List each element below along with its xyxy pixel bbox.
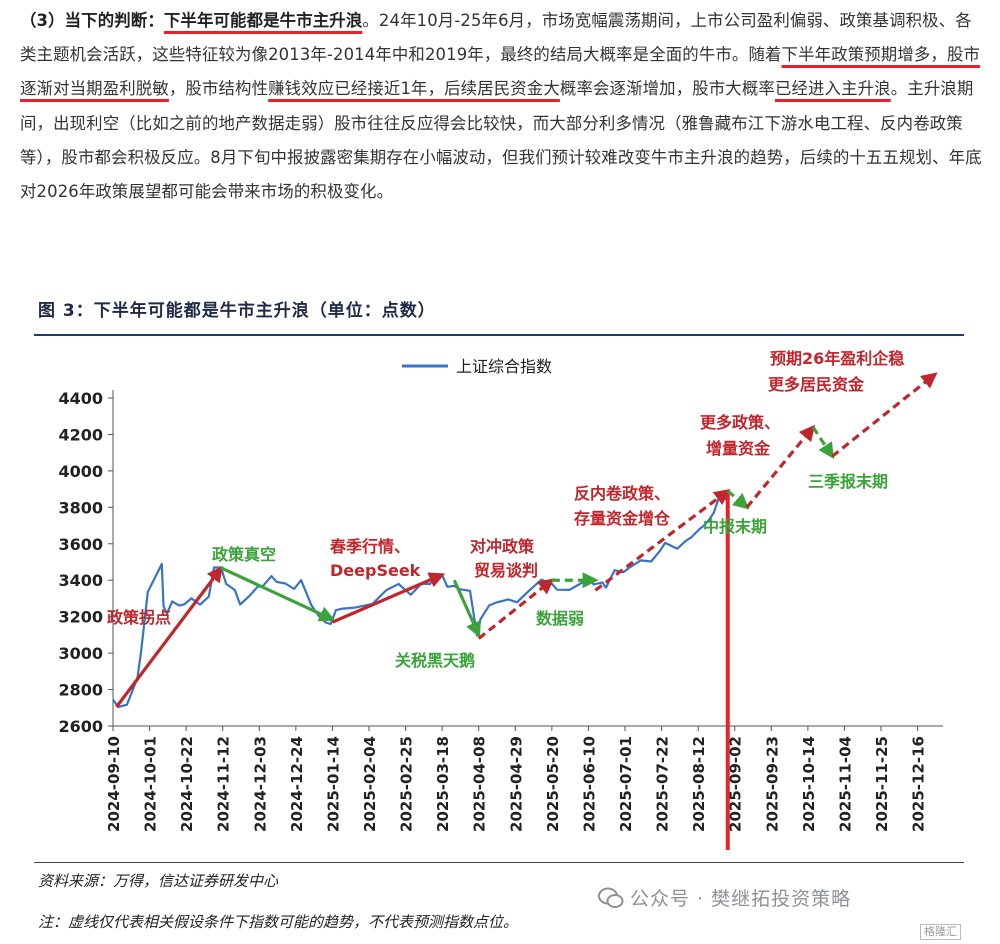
x-tick-label: 2024-09-10: [105, 736, 123, 832]
chart-annotation: 政策真空: [212, 545, 276, 564]
chart-annotation: 预期26年盈利企稳: [770, 349, 904, 368]
section-lead: （3）当下的判断：: [20, 11, 164, 30]
chart-annotation: 更多政策、: [700, 413, 780, 432]
trend-arrows: [115, 372, 938, 708]
chart-axes: [108, 390, 943, 731]
x-tick-label: 2025-01-14: [324, 736, 342, 832]
paragraph-text-1: 。24年10月-25年6月，市场宽幅震荡期间，上市公司盈利偏弱、政策基调积极、各…: [20, 11, 972, 65]
trend-arrow: [220, 566, 336, 622]
underlined-text-2: 赚钱效应已经接近1年，后续居民资金大: [268, 79, 560, 99]
legend-label: 上证综合指数: [456, 357, 552, 376]
watermark: 公众号 · 樊继拓投资策略: [598, 884, 851, 911]
x-tick-label: 2024-11-12: [215, 736, 233, 832]
y-tick-label: 2600: [58, 717, 103, 736]
intro-paragraph: （3）当下的判断：下半年可能都是牛市主升浪。24年10月-25年6月，市场宽幅震…: [20, 4, 982, 209]
headline-text: 下半年可能都是牛市主升浪: [163, 11, 363, 30]
x-tick-label: 2024-12-24: [288, 736, 306, 832]
chart-annotation: 三季报末期: [808, 472, 888, 491]
x-tick-label: 2025-04-29: [507, 736, 525, 832]
paragraph-text-2: ，股市结构性: [168, 79, 269, 99]
x-tick-label: 2025-12-16: [910, 736, 928, 832]
chart-annotation: 数据弱: [536, 609, 584, 628]
x-tick-label: 2025-03-18: [434, 736, 452, 832]
x-tick-labels: 2024-09-10 2024-10-01 2024-10-22 2024-11-12…: [105, 736, 928, 832]
x-tick-label: 2024-10-22: [178, 736, 196, 832]
paragraph-text-4: 。主升浪期间，出现利空（比如之前的地产数据走弱）股市往往反应得会比较快，而大部分…: [20, 79, 982, 202]
chart-annotation: 对冲政策: [470, 537, 535, 556]
line-chart: 2600 2800 3000 3200 3400 3600 3800 4000 4200 4400…: [58, 349, 943, 850]
trend-arrow-dashed: [594, 489, 731, 592]
x-tick-label: 2025-06-10: [580, 736, 598, 832]
footer-rule: [34, 862, 964, 863]
source-note: 资料来源：万得，信达证券研发中心: [38, 872, 279, 890]
y-tick-label: 3000: [58, 644, 103, 663]
footnote: 注：虚线仅代表相关假设条件下指数可能的趋势，不代表预测指数点位。: [38, 913, 519, 931]
series-layer: [112, 490, 730, 850]
chart-legend: 上证综合指数: [402, 357, 552, 376]
trend-arrow-dashed: [726, 489, 750, 510]
publisher-badge: 格隆汇: [920, 924, 961, 940]
trend-arrow-dashed: [831, 372, 938, 458]
trend-arrow-dashed: [811, 426, 835, 459]
chart-annotation: 关税黑天鹅: [395, 651, 475, 670]
x-tick-label: 2025-09-23: [763, 736, 781, 832]
y-tick-label: 3200: [58, 608, 103, 627]
chart-annotation: 增量资金: [706, 439, 771, 458]
y-tick-label: 3800: [58, 498, 103, 517]
trend-arrow: [331, 572, 446, 624]
trend-arrow-dashed: [745, 424, 816, 509]
chart-annotation: 贸易谈判: [474, 561, 538, 580]
paragraph-text-3: 概率会逐渐增加，股市大概率: [559, 79, 775, 99]
x-tick-label: 2024-10-01: [142, 736, 160, 832]
y-tick-label: 2800: [58, 681, 103, 700]
x-tick-label: 2025-10-14: [800, 736, 818, 832]
x-tick-label: 2024-12-03: [251, 736, 269, 832]
x-tick-label: 2025-07-01: [617, 736, 635, 832]
figure-title: 图 3：下半年可能都是牛市主升浪（单位：点数）: [38, 301, 436, 321]
y-tick-labels: 2600 2800 3000 3200 3400 3600 3800 4000 4200 4400: [58, 389, 103, 736]
y-tick-label: 4200: [58, 425, 103, 444]
x-tick-label: 2025-04-08: [471, 736, 489, 832]
trend-arrow: [115, 565, 223, 708]
x-tick-label: 2025-09-02: [727, 736, 745, 832]
x-tick-label: 2025-11-25: [873, 736, 891, 832]
underlined-text-1: 下半年政策预期增多，股市逐渐对当期盈利脱敏: [20, 45, 981, 99]
chart-annotation: 反内卷政策、: [574, 484, 670, 503]
trend-arrow-dashed: [477, 578, 555, 640]
y-tick-label: 4000: [58, 462, 103, 481]
underlined-text-3: 已经进入主升浪: [774, 79, 891, 99]
trend-arrow: [452, 579, 481, 638]
wechat-icon: [598, 887, 624, 908]
x-tick-label: 2025-05-20: [544, 736, 562, 832]
x-tick-label: 2025-02-04: [361, 736, 379, 832]
y-tick-label: 3400: [58, 571, 103, 590]
watermark-text: 公众号 · 樊继拓投资策略: [630, 888, 852, 910]
x-tick-label: 2025-08-12: [690, 736, 708, 832]
chart-annotation: 更多居民资金: [768, 375, 865, 394]
y-tick-label: 3600: [58, 535, 103, 554]
y-tick-label: 4400: [58, 389, 103, 408]
x-tick-label: 2025-02-25: [398, 736, 416, 832]
x-tick-label: 2025-11-04: [836, 736, 854, 832]
chart-annotation: DeepSeek: [330, 561, 421, 580]
chart-annotation: 中报末期: [703, 517, 767, 536]
title-rule: [34, 334, 964, 336]
chart-annotation: 春季行情、: [329, 537, 410, 556]
x-tick-label: 2025-07-22: [654, 736, 672, 832]
chart-annotation: 存量资金增仓: [574, 509, 671, 528]
chart-annotation: 政策拐点: [107, 608, 171, 627]
